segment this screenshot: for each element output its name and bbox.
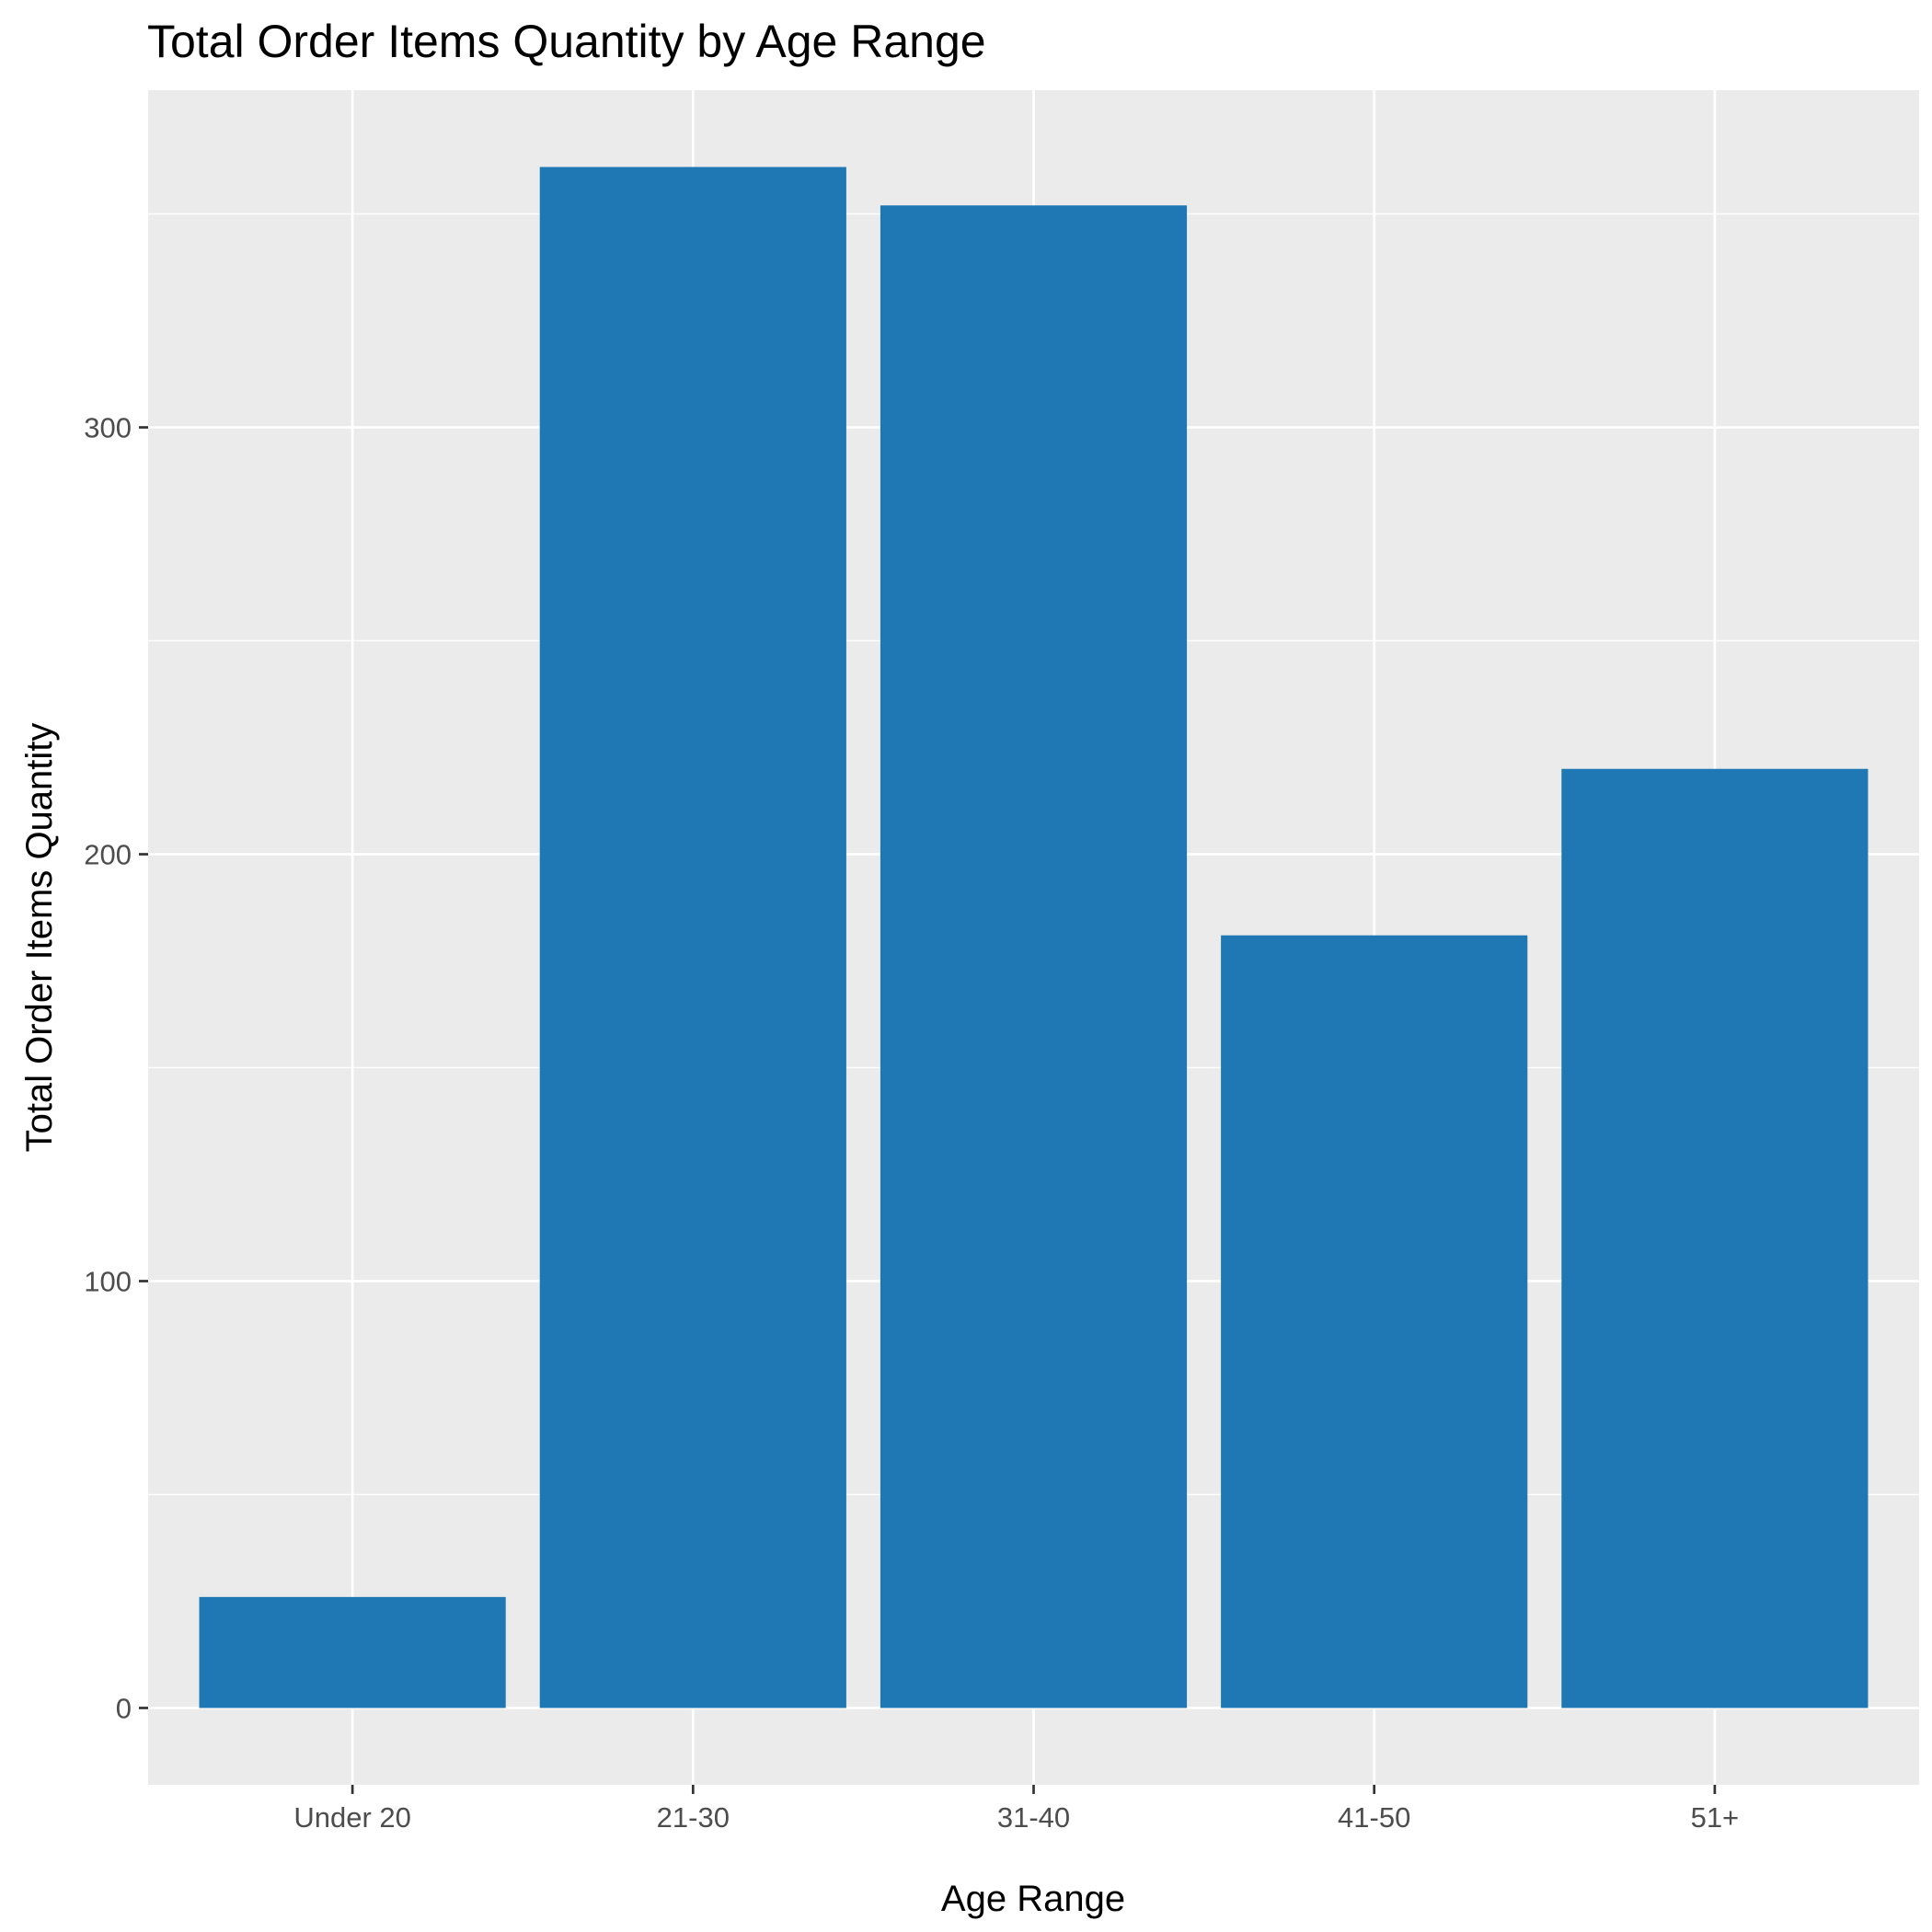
bars bbox=[199, 167, 1869, 1708]
y-tick-label: 200 bbox=[84, 839, 132, 871]
x-axis: Under 20 21-30 31-40 41-50 51+ bbox=[293, 1785, 1739, 1834]
x-tick-label: 41-50 bbox=[1338, 1801, 1410, 1834]
bar bbox=[1221, 935, 1528, 1708]
bar bbox=[539, 167, 846, 1708]
bar bbox=[1561, 768, 1869, 1708]
y-axis-title: Total Order Items Quantity bbox=[19, 723, 60, 1153]
chart-title: Total Order Items Quantity by Age Range bbox=[147, 16, 986, 67]
x-axis-title: Age Range bbox=[941, 1879, 1125, 1919]
bar bbox=[880, 205, 1188, 1708]
y-tick-label: 300 bbox=[84, 412, 132, 444]
y-axis: 0 100 200 300 bbox=[84, 412, 148, 1724]
bar bbox=[199, 1596, 506, 1708]
x-tick-label: 31-40 bbox=[997, 1801, 1070, 1834]
y-tick-label: 100 bbox=[84, 1266, 132, 1298]
x-tick-label: 21-30 bbox=[657, 1801, 730, 1834]
y-tick-label: 0 bbox=[116, 1692, 132, 1724]
x-tick-label: 51+ bbox=[1691, 1801, 1740, 1834]
x-tick-label: Under 20 bbox=[293, 1801, 411, 1834]
